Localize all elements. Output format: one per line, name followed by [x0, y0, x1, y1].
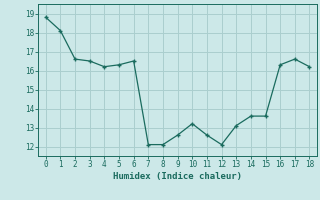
X-axis label: Humidex (Indice chaleur): Humidex (Indice chaleur): [113, 172, 242, 181]
